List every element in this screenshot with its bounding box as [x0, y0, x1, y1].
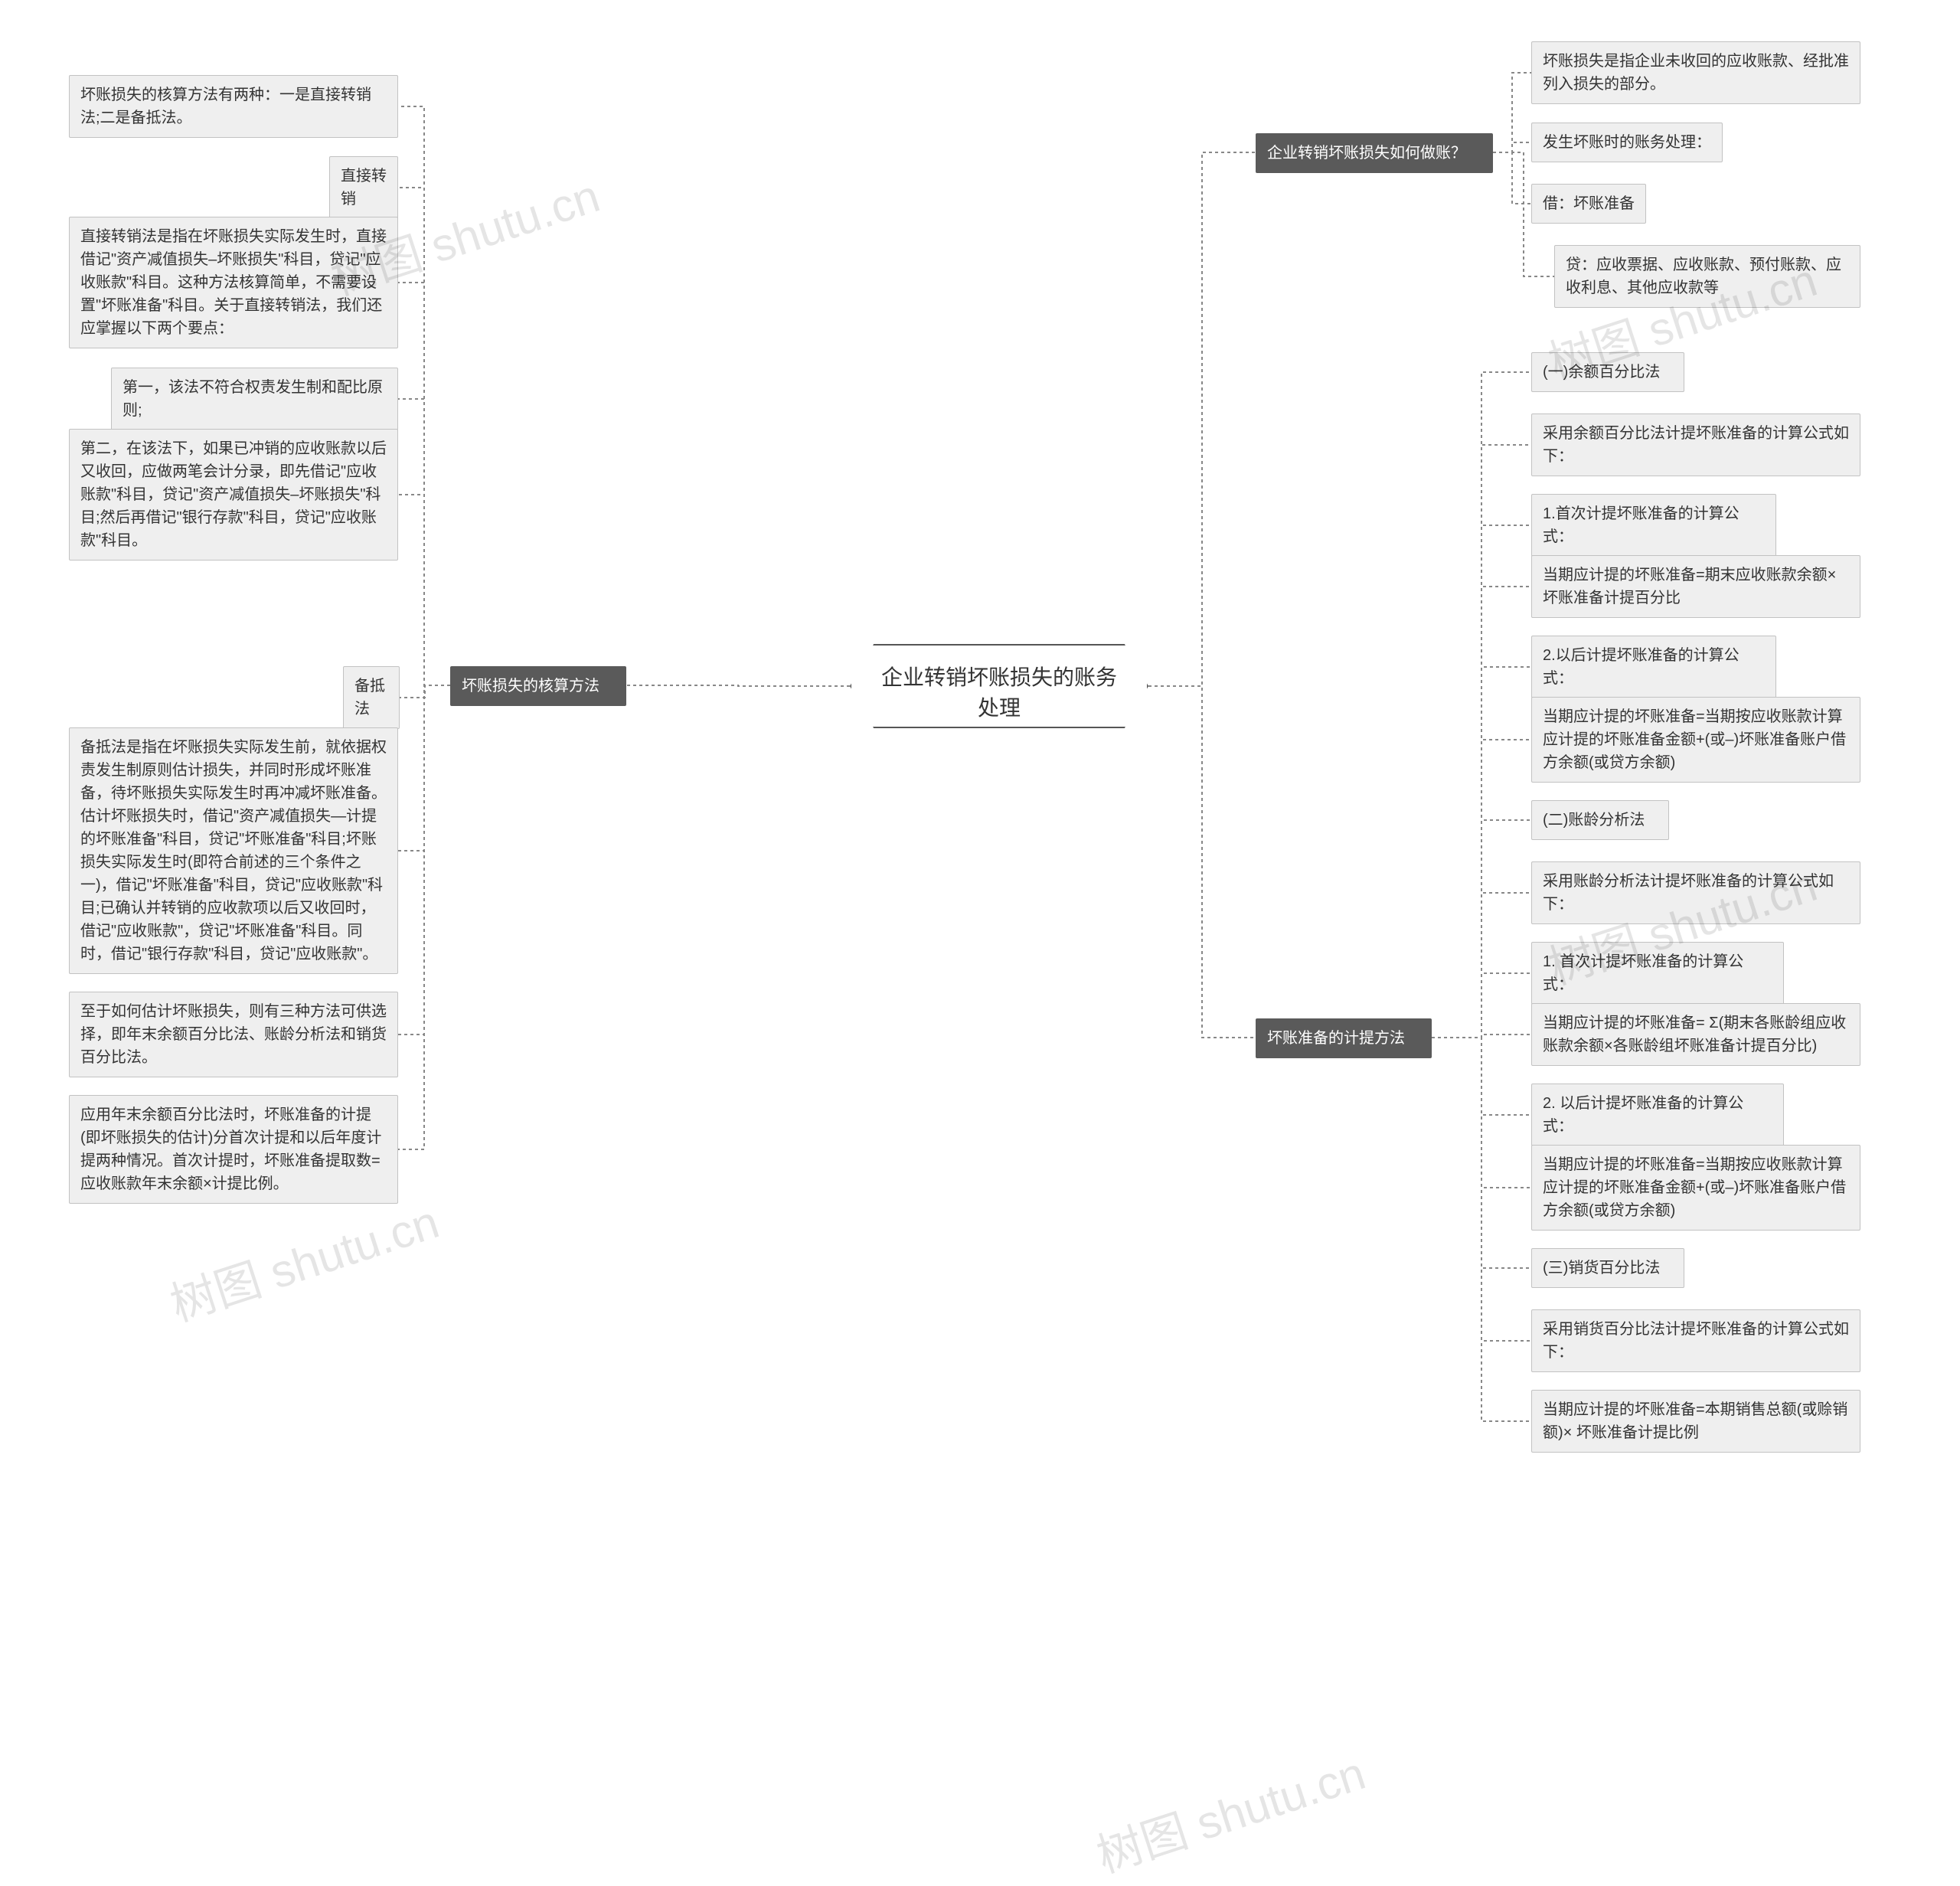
- center-node: 企业转销坏账损失的账务处理: [850, 644, 1148, 728]
- branch-left: 坏账损失的核算方法: [450, 666, 626, 706]
- leaf-node: (三)销货百分比法: [1531, 1248, 1684, 1288]
- leaf-node: 当期应计提的坏账准备=期末应收账款余额×坏账准备计提百分比: [1531, 555, 1860, 618]
- branch-right-top: 企业转销坏账损失如何做账？: [1256, 133, 1493, 173]
- leaf-node: (二)账龄分析法: [1531, 800, 1669, 840]
- leaf-node: 2.以后计提坏账准备的计算公式：: [1531, 636, 1776, 698]
- leaf-node: 坏账损失是指企业未收回的应收账款、经批准列入损失的部分。: [1531, 41, 1860, 104]
- leaf-node: 备抵法是指在坏账损失实际发生前，就依据权责发生制原则估计损失，并同时形成坏账准备…: [69, 727, 398, 974]
- watermark: 树图 shutu.cn: [161, 1185, 446, 1335]
- leaf-node: 坏账损失的核算方法有两种：一是直接转销法;二是备抵法。: [69, 75, 398, 138]
- leaf-node: 直接转销法是指在坏账损失实际发生时，直接借记"资产减值损失–坏账损失"科目，贷记…: [69, 217, 398, 348]
- leaf-node: 1. 首次计提坏账准备的计算公式：: [1531, 942, 1784, 1005]
- branch-right-bottom: 坏账准备的计提方法: [1256, 1018, 1432, 1058]
- leaf-node: 借：坏账准备: [1531, 184, 1646, 224]
- leaf-node: 1.首次计提坏账准备的计算公式：: [1531, 494, 1776, 557]
- leaf-node: 发生坏账时的账务处理：: [1531, 123, 1723, 162]
- leaf-node: 贷：应收票据、应收账款、预付账款、应收利息、其他应收款等: [1554, 245, 1860, 308]
- leaf-node: 当期应计提的坏账准备=本期销售总额(或赊销额)× 坏账准备计提比例: [1531, 1390, 1860, 1453]
- leaf-node: 应用年末余额百分比法时，坏账准备的计提(即坏账损失的估计)分首次计提和以后年度计…: [69, 1095, 398, 1204]
- leaf-node: 备抵法: [343, 666, 400, 729]
- leaf-node: 直接转销: [329, 156, 398, 219]
- leaf-node: 采用余额百分比法计提坏账准备的计算公式如下：: [1531, 413, 1860, 476]
- leaf-node: 采用销货百分比法计提坏账准备的计算公式如下：: [1531, 1309, 1860, 1372]
- leaf-node: 至于如何估计坏账损失，则有三种方法可供选择，即年末余额百分比法、账龄分析法和销货…: [69, 992, 398, 1077]
- leaf-node: 第一，该法不符合权责发生制和配比原则;: [111, 368, 398, 430]
- leaf-node: 当期应计提的坏账准备=当期按应收账款计算应计提的坏账准备金额+(或–)坏账准备账…: [1531, 697, 1860, 783]
- leaf-node: 第二，在该法下，如果已冲销的应收账款以后又收回，应做两笔会计分录，即先借记"应收…: [69, 429, 398, 561]
- leaf-node: 当期应计提的坏账准备=当期按应收账款计算应计提的坏账准备金额+(或–)坏账准备账…: [1531, 1145, 1860, 1231]
- leaf-node: 采用账龄分析法计提坏账准备的计算公式如下：: [1531, 861, 1860, 924]
- watermark: 树图 shutu.cn: [1087, 1737, 1373, 1886]
- leaf-node: 2. 以后计提坏账准备的计算公式：: [1531, 1084, 1784, 1146]
- leaf-node: 当期应计提的坏账准备= Σ(期末各账龄组应收账款余额×各账龄组坏账准备计提百分比…: [1531, 1003, 1860, 1066]
- leaf-node: (一)余额百分比法: [1531, 352, 1684, 392]
